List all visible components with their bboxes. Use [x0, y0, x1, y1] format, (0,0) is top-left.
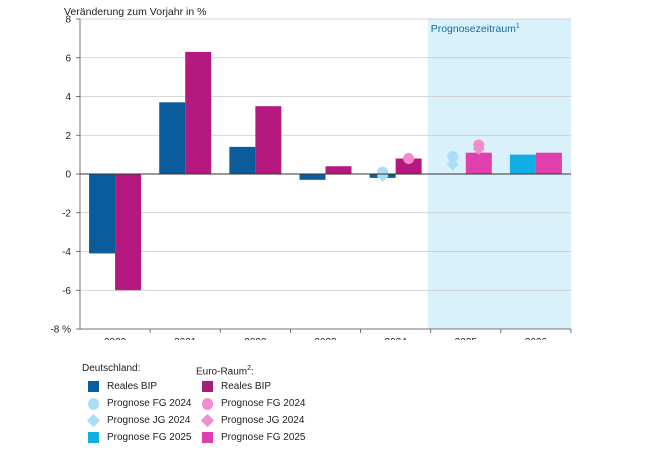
legend-item-eu-3: Prognose FG 2025	[196, 429, 306, 446]
legend-swatch-diamond	[86, 413, 101, 428]
y-tick-label: -2	[62, 208, 71, 219]
x-tick-label: 2026	[525, 337, 548, 340]
legend-deutschland-title: Deutschland:	[82, 363, 141, 374]
marker-circle-deutschland-2025	[447, 151, 459, 163]
bar-euroraum-2024	[395, 158, 422, 174]
legend-euro-title-colon: :	[251, 366, 254, 378]
legend-euro-items: Reales BIP Prognose FG 2024 Prognose JG 20…	[196, 378, 306, 446]
y-tick-label: 4	[65, 92, 71, 103]
legend-euro-title-text: Euro-Raum	[196, 366, 248, 378]
marker-diamond-deutschland-2024	[376, 169, 389, 182]
forecast-region-label: Prognosezeitraum1	[431, 23, 520, 35]
legend-item-de-0: Reales BIP	[82, 378, 192, 395]
legend-item-eu-0: Reales BIP	[196, 378, 306, 395]
legend-euro: Euro-Raum2: Reales BIP Prognose FG 2024 Pr…	[196, 362, 306, 446]
bar-deutschland-2020	[89, 174, 116, 254]
legend-swatch-circle	[88, 397, 99, 410]
legend-item-eu-1: Prognose FG 2024	[196, 395, 306, 412]
legend-item-de-2: Prognose JG 2024	[82, 412, 192, 429]
bar-euroraum-2026	[535, 152, 562, 174]
legend-swatch-square	[202, 432, 213, 443]
bar-euroraum-2023	[325, 166, 352, 174]
forecast-label-text: Prognosezeitraum	[431, 23, 516, 35]
chart-title: Veränderung zum Vorjahr in %	[64, 6, 206, 18]
legend-label: Prognose FG 2024	[221, 398, 306, 409]
legend-label: Prognose FG 2024	[107, 398, 192, 409]
legend-label: Reales BIP	[107, 381, 158, 392]
legend-item-de-3: Prognose FG 2025	[82, 429, 192, 446]
x-tick-label: 2023	[314, 337, 337, 340]
y-tick-label: 2	[65, 131, 71, 142]
legend-label: Prognose FG 2025	[221, 432, 306, 443]
legend-label: Reales BIP	[221, 381, 272, 392]
legend-item-eu-2: Prognose JG 2024	[196, 412, 306, 429]
bar-euroraum-2021	[185, 51, 212, 174]
legend-label: Prognose JG 2024	[221, 415, 305, 426]
y-tick-label: -8 %	[50, 325, 71, 336]
axes: -8 % -6 -4 -2 0 2 4 6 8 2020 2021 2022 2023 2024 2025 2…	[50, 15, 572, 340]
legend-deutschland-items: Reales BIP Prognose FG 2024 Prognose JG 20…	[82, 378, 192, 446]
legend-label: Prognose JG 2024	[107, 415, 191, 426]
bar-deutschland-2026	[509, 154, 536, 174]
x-tick-label: 2022	[244, 337, 267, 340]
gdp-chart: -8 % -6 -4 -2 0 2 4 6 8 2020 2021 2022 2023 2024 2025 2…	[50, 6, 572, 340]
legend-swatch-diamond	[200, 413, 215, 428]
legend-euro-title-footnote: 2	[247, 365, 252, 372]
x-tick-label: 2020	[104, 337, 127, 340]
legend-deutschland: Deutschland: Reales BIP Prognose FG 2024 P…	[82, 362, 192, 446]
y-tick-label: 8	[65, 15, 71, 26]
legend-swatch-square	[88, 381, 99, 392]
legend-label: Prognose FG 2025	[107, 432, 192, 443]
legend-swatch-square	[202, 381, 213, 392]
bar-deutschland-2023	[299, 174, 326, 180]
x-tick-label: 2024	[385, 337, 408, 340]
bar-euroraum-2022	[255, 106, 282, 174]
bar-euroraum-2020	[115, 174, 142, 291]
legend-swatch-square	[88, 432, 99, 443]
legend-swatch-circle	[202, 397, 213, 410]
y-tick-label: 0	[65, 170, 71, 181]
marker-diamond-euroraum-2024	[402, 152, 415, 165]
marker-diamond-euroraum-2025	[472, 142, 485, 155]
x-tick-label: 2021	[174, 337, 197, 340]
y-tick-label: -6	[62, 286, 71, 297]
bar-deutschland-2021	[159, 102, 186, 174]
bars	[89, 51, 562, 291]
forecast-label-footnote: 1	[516, 23, 520, 30]
x-tick-label: 2025	[455, 337, 478, 340]
bar-euroraum-2025	[465, 152, 492, 174]
y-tick-label: 6	[65, 53, 71, 64]
forecast-markers	[376, 139, 485, 182]
legend-euro-title: Euro-Raum2:	[196, 362, 306, 378]
bar-deutschland-2022	[229, 146, 256, 174]
y-tick-label: -4	[62, 247, 71, 258]
legend-item-de-1: Prognose FG 2024	[82, 395, 192, 412]
marker-diamond-deutschland-2025	[446, 158, 459, 171]
